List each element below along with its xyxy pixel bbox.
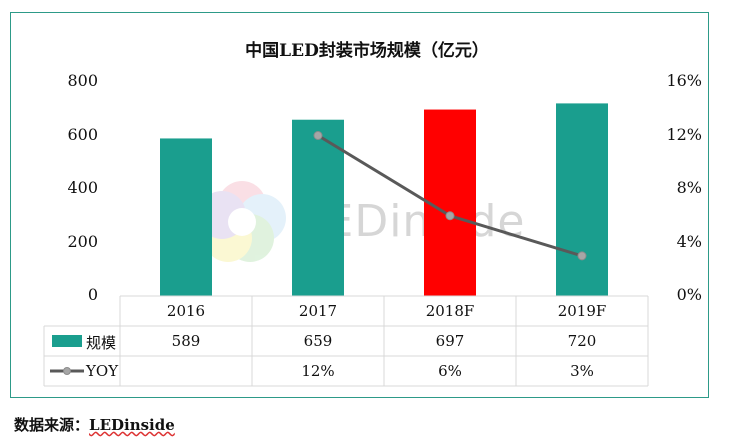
- chart-title: 中国LED封装市场规模（亿元）: [245, 41, 489, 61]
- source-note: 数据来源：LEDinside: [14, 414, 175, 435]
- bar-2018F: [424, 109, 476, 297]
- bar-2017: [292, 119, 344, 296]
- right-axis-tick: 8%: [676, 178, 702, 197]
- yoy-value-label: 3%: [570, 362, 594, 380]
- right-axis-tick: 16%: [666, 71, 702, 90]
- left-axis-tick: 400: [67, 178, 98, 197]
- right-axis-tick: 0%: [676, 285, 702, 304]
- source-label: 数据来源：: [14, 416, 90, 434]
- source-name[interactable]: LEDinside: [89, 416, 175, 434]
- yoy-value-label: 6%: [438, 362, 462, 380]
- bar-2016: [160, 138, 212, 296]
- legend-bar-swatch: [52, 335, 82, 347]
- right-axis-tick: 4%: [676, 231, 702, 251]
- yoy-value-label: 12%: [301, 362, 335, 380]
- bar-value-label: 720: [567, 332, 597, 350]
- bar-value-label: 659: [303, 332, 333, 350]
- bar-value-label: 589: [171, 332, 201, 350]
- left-axis-tick: 200: [67, 231, 98, 251]
- left-axis-tick: 800: [67, 71, 98, 90]
- yoy-point-2017: [313, 131, 323, 140]
- left-axis-tick: 600: [67, 124, 98, 144]
- category-label: 2017: [298, 302, 338, 320]
- bar-value-label: 697: [435, 332, 465, 350]
- legend-line-marker: [63, 367, 71, 375]
- legend-bar-label: 规模: [86, 334, 117, 352]
- yoy-point-2019F: [577, 251, 587, 261]
- left-axis-tick: 0: [87, 285, 98, 304]
- category-label: 2019F: [557, 302, 607, 320]
- yoy-point-2018F: [445, 211, 455, 221]
- category-label: 2018F: [425, 302, 475, 320]
- bar-2019F: [556, 103, 608, 297]
- right-axis-tick: 12%: [666, 124, 702, 144]
- category-label: 2016: [166, 302, 206, 320]
- legend-line-label: YOY: [86, 362, 119, 380]
